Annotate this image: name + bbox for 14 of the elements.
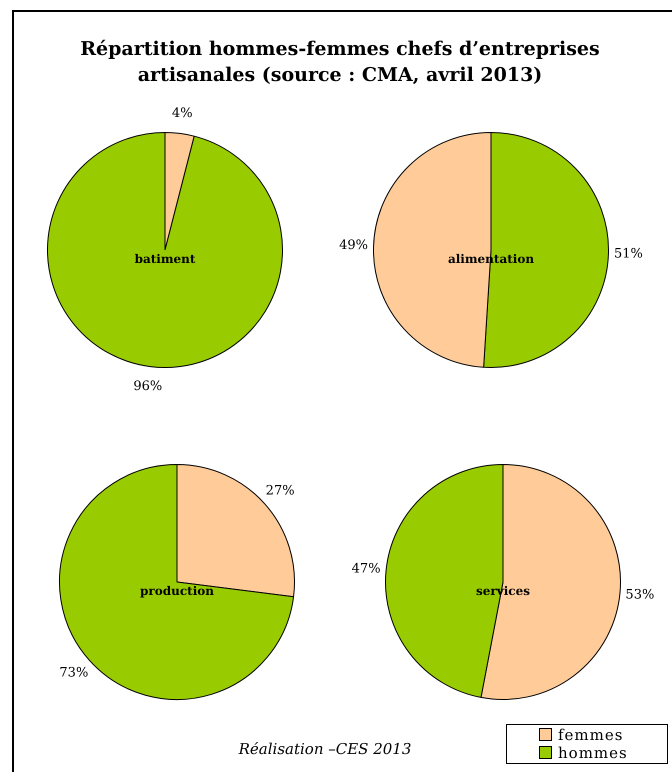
data-label: 73% <box>59 665 88 680</box>
text: Répartition hommes-femmes chefs d’entreprises artisanales (source : CMA, avril 2013) <box>79 37 601 88</box>
text: Réalisation –CES 2013 <box>238 740 412 758</box>
data-label: 51% <box>614 246 643 262</box>
data-label: 96% <box>133 378 162 394</box>
legend-label: hommes <box>557 744 629 762</box>
data-label: 27% <box>266 483 295 498</box>
data-label: 47% <box>352 561 381 576</box>
data-label: 49% <box>339 238 368 254</box>
text: batiment <box>134 252 196 266</box>
legend-label: femmes <box>557 726 624 744</box>
data-label: 53% <box>625 587 654 602</box>
data-label: 4% <box>172 106 193 121</box>
text: production <box>140 584 214 598</box>
